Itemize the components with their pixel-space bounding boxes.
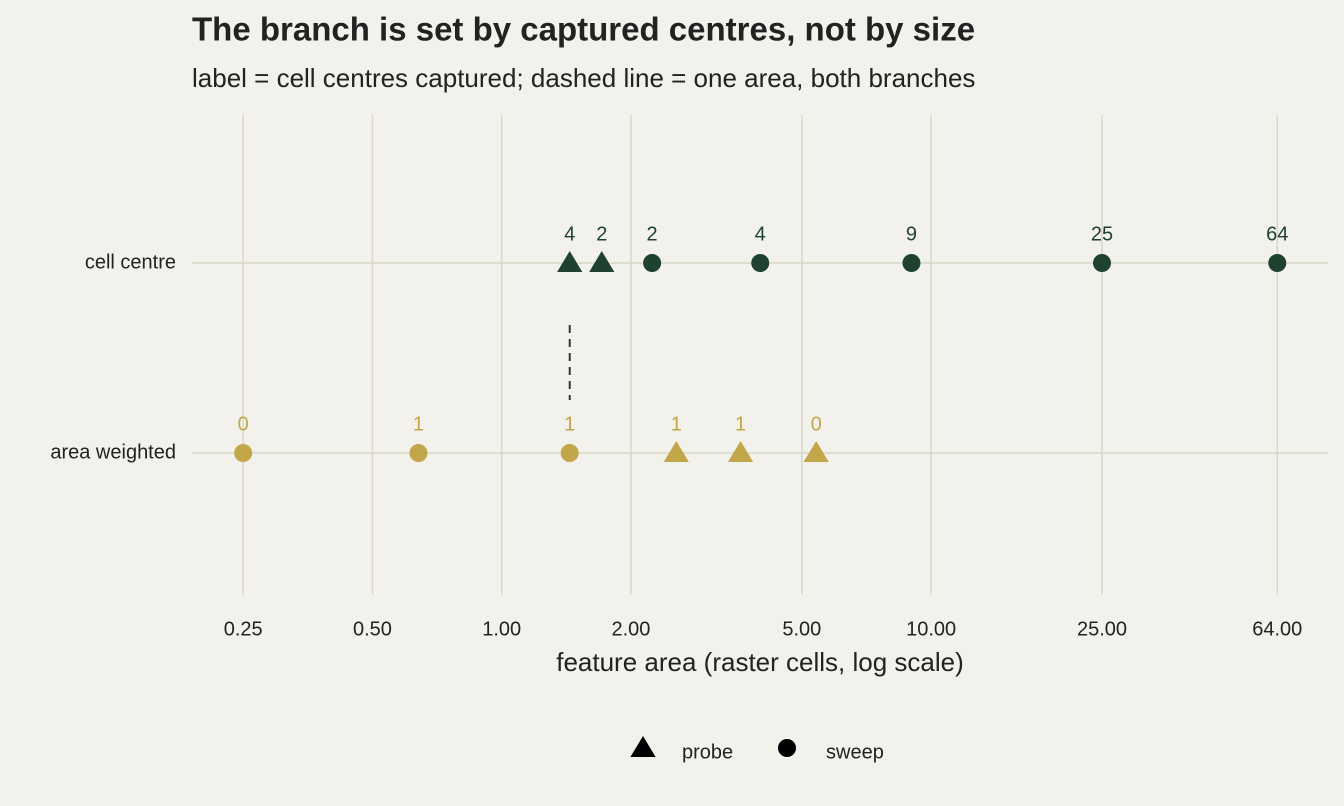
point — [727, 441, 754, 462]
data-label: 2 — [596, 223, 607, 245]
data-label: 0 — [811, 413, 822, 435]
point — [589, 251, 615, 272]
legend-marker — [630, 736, 656, 757]
chart-subtitle: label = cell centres captured; dashed li… — [192, 63, 975, 93]
point — [751, 254, 770, 272]
data-label: 1 — [671, 413, 682, 435]
x-tick-label: 2.00 — [612, 618, 651, 640]
point — [803, 441, 829, 462]
y-tick-label: area weighted — [50, 441, 176, 463]
legend-label: probe — [682, 741, 733, 763]
point — [663, 441, 689, 462]
legend-label: sweep — [826, 741, 884, 763]
point — [560, 444, 579, 462]
point — [902, 254, 921, 272]
y-tick-label: cell centre — [85, 251, 176, 273]
x-tick-label: 5.00 — [782, 618, 821, 640]
data-label: 9 — [906, 223, 917, 245]
legend-marker — [778, 739, 796, 757]
data-label: 64 — [1266, 223, 1288, 245]
x-tick-label: 25.00 — [1077, 618, 1127, 640]
chart-title: The branch is set by captured centres, n… — [192, 11, 975, 48]
data-label: 1 — [564, 413, 575, 435]
x-axis-title: feature area (raster cells, log scale) — [556, 647, 964, 677]
point — [1092, 254, 1111, 272]
x-tick-label: 1.00 — [482, 618, 521, 640]
point — [643, 254, 662, 272]
x-tick-label: 64.00 — [1252, 618, 1302, 640]
x-tick-label: 0.25 — [224, 618, 263, 640]
data-label: 25 — [1091, 223, 1113, 245]
data-label: 4 — [755, 223, 766, 245]
data-label: 2 — [647, 223, 658, 245]
data-label: 4 — [564, 223, 575, 245]
x-tick-label: 10.00 — [906, 618, 956, 640]
x-tick-label: 0.50 — [353, 618, 392, 640]
point — [234, 444, 253, 462]
point — [409, 444, 428, 462]
data-label: 1 — [735, 413, 746, 435]
data-label: 1 — [413, 413, 424, 435]
point — [557, 251, 583, 272]
point — [1268, 254, 1287, 272]
data-label: 0 — [238, 413, 249, 435]
